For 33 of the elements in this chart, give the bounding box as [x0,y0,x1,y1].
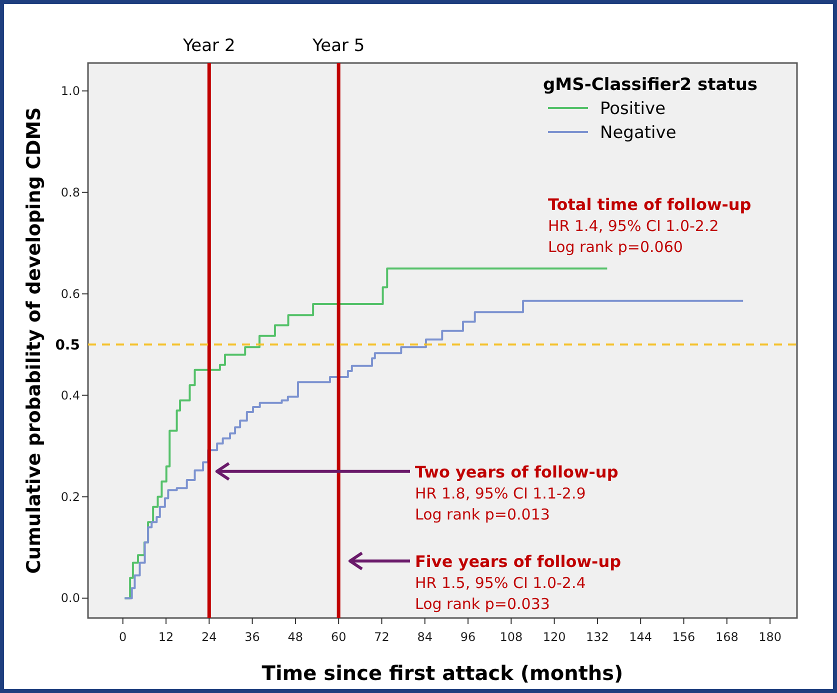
x-tick-label: 180 [758,630,782,644]
legend-label: Positive [600,99,666,119]
annotation: Two years of follow-up HR 1.8, 95% CI 1.1-2.9 Log rank p=0.013 [415,462,618,524]
ref-line-label: Year 5 [311,36,365,56]
x-tick-label: 72 [374,630,390,644]
x-tick-label: 108 [500,630,523,644]
y-tick-label: 0.0 [60,591,80,606]
y-tick-label: 0.2 [60,490,80,504]
x-tick-label: 24 [202,630,217,644]
y-tick-label: 1.0 [60,84,80,98]
x-tick-label: 144 [629,630,652,644]
x-axis-title: Time since first attack (months) [262,661,624,685]
x-tick-label: 132 [586,630,609,644]
x-tick-label: 84 [417,630,433,644]
x-tick-label: 156 [672,630,696,644]
x-tick-label: 96 [460,630,476,644]
x-tick-label: 120 [542,630,566,644]
y-tick-label: 0.4 [60,388,80,402]
legend-title: gMS-Classifier2 status [543,75,758,95]
ref-line-label: 0.5 [55,338,80,354]
x-tick-label: 60 [330,630,346,644]
y-axis-title: Cumulative probability of developing CDMS [23,107,45,574]
x-tick-label: 0 [119,630,127,644]
x-tick-label: 48 [288,630,304,644]
x-tick-label: 168 [715,630,738,644]
annotation: Total time of follow-up HR 1.4, 95% CI 1.0-2.2 Log rank p=0.060 [548,195,752,256]
x-tick-label: 36 [244,630,260,644]
annotation: Five years of follow-up HR 1.5, 95% CI 1.0-2.4 Log rank p=0.033 [415,552,622,613]
y-tick-label: 0.8 [60,185,80,200]
x-tick-label: 12 [158,630,174,644]
legend-label: Negative [600,123,676,143]
ref-line-label: Year 2 [182,36,236,56]
y-tick-label: 0.6 [60,286,80,301]
